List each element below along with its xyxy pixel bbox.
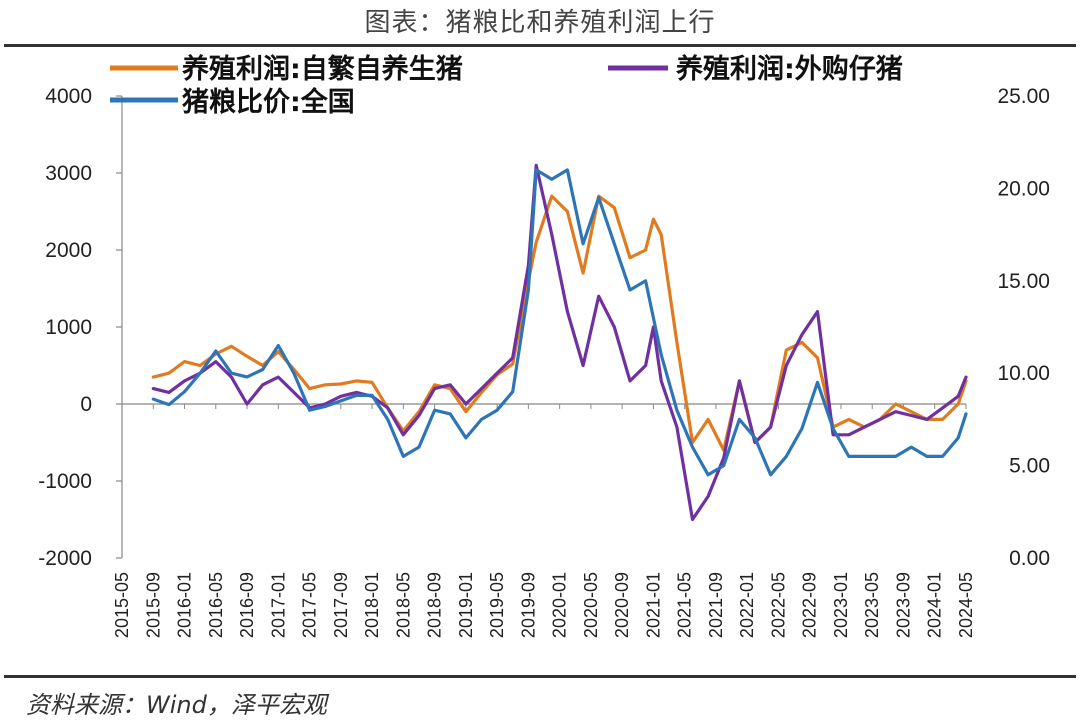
series-line-2 xyxy=(151,168,968,477)
legend-label-2: 猪粮比价:全国 xyxy=(182,86,355,118)
x-tick-label: 2020-09 xyxy=(612,572,632,638)
x-tick-label: 2018-01 xyxy=(362,572,382,638)
x-tick-label: 2020-05 xyxy=(581,572,601,638)
series-line-0 xyxy=(151,194,968,452)
x-tick-label: 2016-05 xyxy=(206,572,226,638)
left-tick-label: 1000 xyxy=(45,316,92,339)
x-tick-label: 2019-05 xyxy=(487,572,507,638)
legend-label-0: 养殖利润:自繁自养生猪 xyxy=(182,53,463,85)
left-tick-label: 4000 xyxy=(45,85,92,108)
x-tick-label: 2021-09 xyxy=(706,572,726,638)
right-tick-label: 0.00 xyxy=(1009,547,1050,570)
right-tick-label: 10.00 xyxy=(997,362,1050,385)
legend-label-1: 养殖利润:外购仔猪 xyxy=(676,53,903,85)
left-tick-label: 0 xyxy=(80,393,92,416)
x-tick-label: 2016-01 xyxy=(175,572,195,638)
right-tick-label: 20.00 xyxy=(997,177,1050,200)
x-tick-label: 2017-09 xyxy=(331,572,351,638)
left-tick-label: 2000 xyxy=(45,239,92,262)
left-tick-label: -2000 xyxy=(38,547,92,570)
x-tick-label: 2024-05 xyxy=(956,572,976,638)
x-tick-label: 2020-01 xyxy=(550,572,570,638)
x-tick-label: 2023-05 xyxy=(862,572,882,638)
x-tick-label: 2018-09 xyxy=(425,572,445,638)
x-tick-label: 2022-09 xyxy=(800,572,820,638)
x-tick-label: 2021-01 xyxy=(643,572,663,638)
x-tick-label: 2022-05 xyxy=(768,572,788,638)
x-tick-label: 2019-09 xyxy=(518,572,538,638)
x-tick-label: 2015-09 xyxy=(143,572,163,638)
x-tick-label: 2017-05 xyxy=(300,572,320,638)
left-tick-label: -1000 xyxy=(38,470,92,493)
right-tick-label: 25.00 xyxy=(997,85,1050,108)
x-tick-label: 2018-05 xyxy=(393,572,413,638)
bottom-rule xyxy=(4,675,1076,678)
x-tick-label: 2021-05 xyxy=(675,572,695,638)
chart-title: 图表：猪粮比和养殖利润上行 xyxy=(364,8,716,38)
x-tick-label: 2017-01 xyxy=(268,572,288,638)
x-tick-label: 2023-01 xyxy=(831,572,851,638)
x-tick-label: 2019-01 xyxy=(456,572,476,638)
x-tick-label: 2024-01 xyxy=(925,572,945,638)
right-tick-label: 15.00 xyxy=(997,270,1050,293)
x-tick-label: 2016-09 xyxy=(237,572,257,638)
left-tick-label: 3000 xyxy=(45,162,92,185)
x-tick-label: 2015-05 xyxy=(112,572,132,638)
series-line-1 xyxy=(151,163,968,522)
x-tick-label: 2023-09 xyxy=(893,572,913,638)
x-tick-label: 2022-01 xyxy=(737,572,757,638)
right-tick-label: 5.00 xyxy=(1009,455,1050,478)
top-rule xyxy=(4,44,1076,47)
source-note: 资料来源：Wind，泽平宏观 xyxy=(26,691,327,719)
